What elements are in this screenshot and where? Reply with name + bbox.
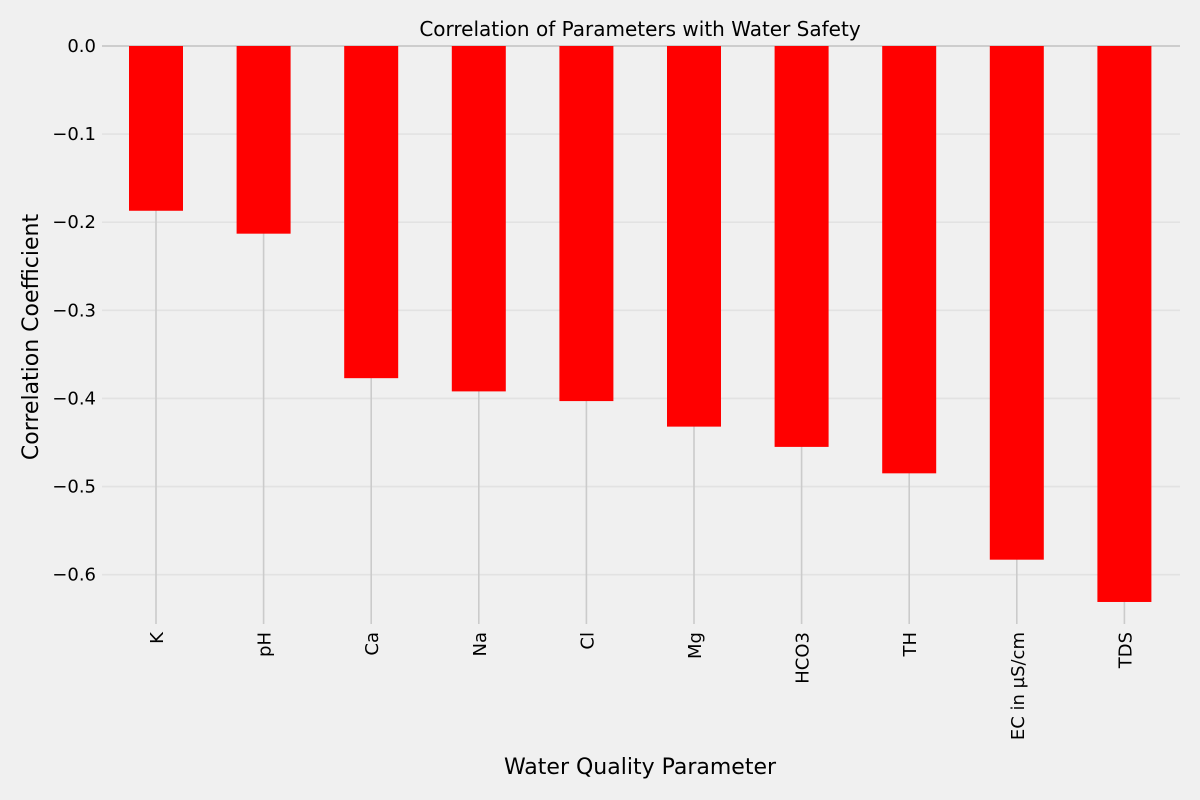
y-tick-label: −0.2 [52,212,96,233]
bar-k [129,46,183,211]
bar-na [451,46,506,392]
chart-title: Correlation of Parameters with Water Saf… [419,17,861,41]
bar-cl [559,46,614,402]
bar-ph [236,46,291,234]
y-tick-label: −0.6 [52,565,96,586]
x-tick-label: K [147,631,168,644]
x-tick-label: TDS [1115,632,1136,669]
x-tick-label: Na [470,632,491,657]
bars-layer [129,46,1152,602]
x-tick-label: TH [900,632,921,658]
x-tick-label: HCO3 [793,632,814,684]
x-tick-label: Mg [685,632,706,659]
y-tick-label: −0.1 [52,124,96,145]
x-tick-label: EC in µS/cm [1008,632,1029,740]
y-axis-label: Correlation Coefficient [19,214,44,461]
y-tick-label: −0.5 [52,477,96,498]
x-tick-label: Cl [577,632,598,650]
x-tick-label: Ca [362,632,383,656]
y-tick-label: 0.0 [67,36,96,57]
bar-th [882,46,937,474]
x-axis-label: Water Quality Parameter [504,755,777,780]
bar-tds [1097,46,1152,602]
bar-mg [667,46,721,427]
y-tick-labels: 0.0 −0.1 −0.2 −0.3 −0.4 −0.5 −0.6 [52,36,96,586]
y-tick-label: −0.4 [52,388,96,409]
bar-hco3 [774,46,829,447]
bar-ec-in-s-cm [989,46,1044,560]
bar-ca [344,46,399,379]
x-tick-label: pH [255,632,276,657]
y-tick-label: −0.3 [52,300,96,321]
